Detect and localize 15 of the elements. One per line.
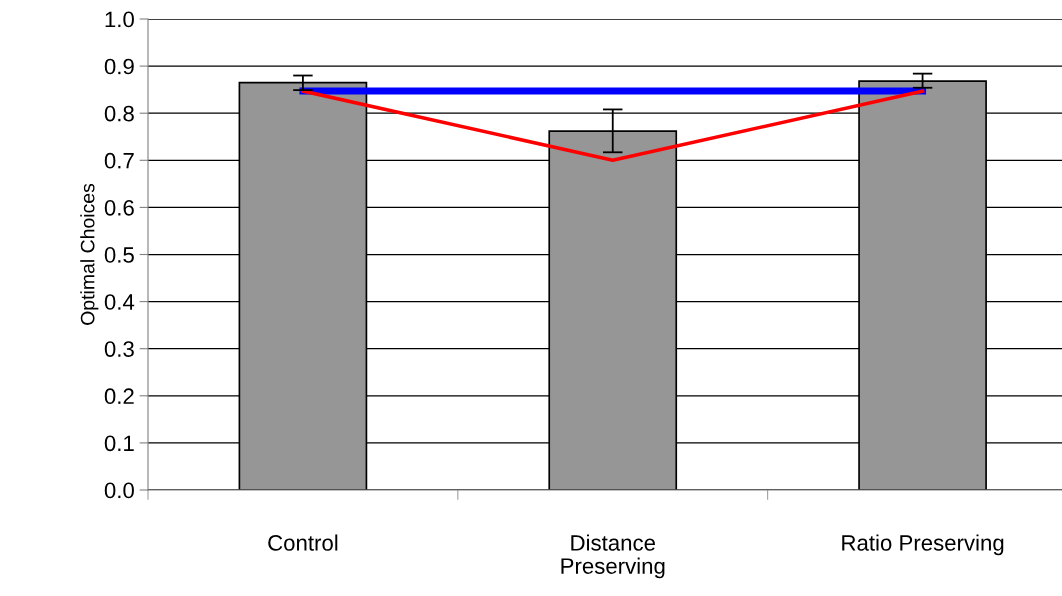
y-tick-label: 0.6 xyxy=(104,199,134,216)
y-axis-title: Optimal Choices xyxy=(80,183,99,325)
x-tick-label: Ratio Preserving xyxy=(842,534,1004,556)
y-tick-label: 0.4 xyxy=(104,294,135,310)
y-tick-label: 0.2 xyxy=(104,388,134,405)
y-tick-label: 0.7 xyxy=(104,152,134,169)
y-tick-label: 0.3 xyxy=(104,341,134,357)
y-tick-label: 0.5 xyxy=(104,247,134,263)
y-tick-label: 0.8 xyxy=(104,105,134,122)
x-tick-label: Distance Preserving xyxy=(561,534,665,579)
y-tick-label: 0.0 xyxy=(104,482,134,499)
y-tick-label: 0.1 xyxy=(104,435,134,452)
y-tick-label: 0.9 xyxy=(104,58,134,75)
y-tick-label: 1.0 xyxy=(105,11,134,28)
x-tick-label: Control xyxy=(268,534,338,551)
